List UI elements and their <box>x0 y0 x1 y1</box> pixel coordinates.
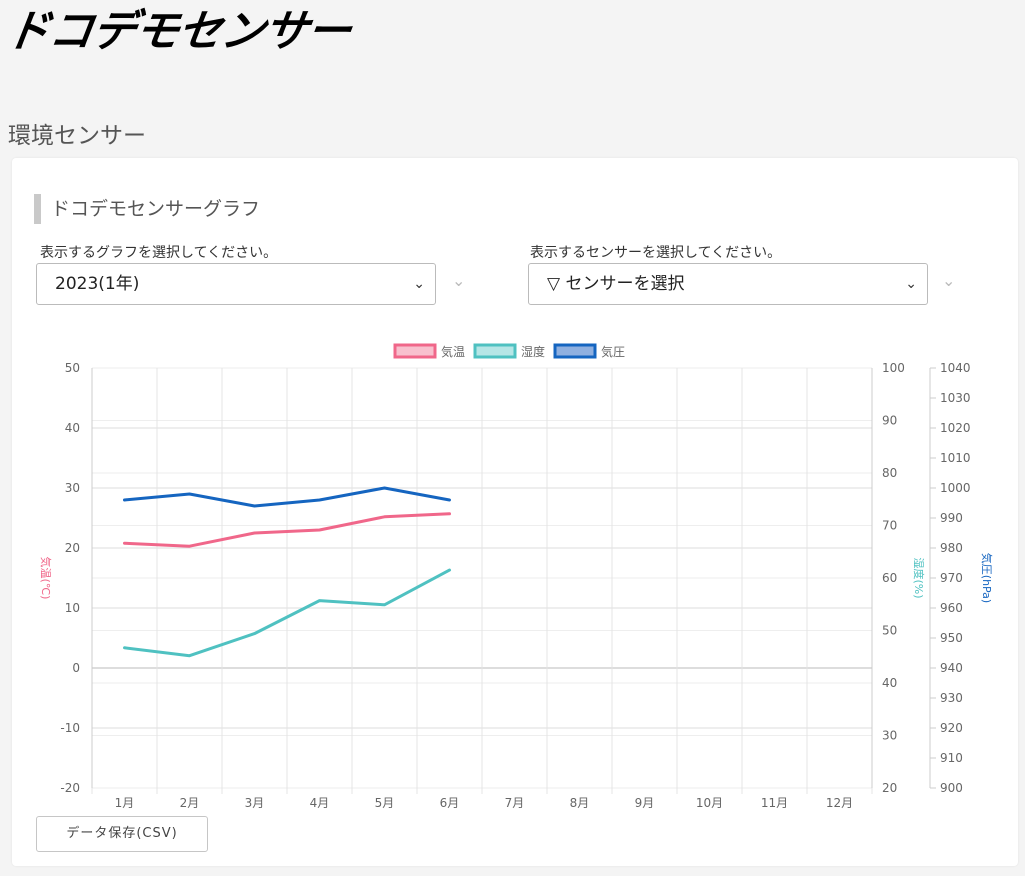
x-tick-label: 11月 <box>761 796 788 810</box>
x-tick-label: 7月 <box>505 796 525 810</box>
legend-swatch <box>553 343 597 359</box>
x-tick-label: 10月 <box>696 796 723 810</box>
y3-tick-label: 960 <box>940 601 963 615</box>
y3-tick-label: 1030 <box>940 391 971 405</box>
y1-axis-title: 気温(℃) <box>39 557 53 600</box>
y2-tick-label: 60 <box>882 571 897 585</box>
y3-tick-label: 1020 <box>940 421 971 435</box>
sensor-select-value: ▽ センサーを選択 <box>547 274 685 294</box>
x-tick-label: 8月 <box>570 796 590 810</box>
card-title: ドコデモセンサーグラフ <box>34 194 260 224</box>
legend-swatch <box>473 343 517 359</box>
y1-tick-label: 50 <box>65 361 80 375</box>
chevron-down-icon: ⌄ <box>452 271 466 290</box>
y1-tick-label: 30 <box>65 481 80 495</box>
y2-tick-label: 20 <box>882 781 897 795</box>
y2-axis-title: 湿度(%) <box>912 557 926 598</box>
y2-tick-label: 90 <box>882 414 897 428</box>
y1-tick-label: 40 <box>65 421 80 435</box>
page-title: 環境センサー <box>8 123 146 149</box>
x-tick-label: 9月 <box>635 796 655 810</box>
legend-label: 気温 <box>441 344 465 359</box>
y1-tick-label: -10 <box>60 721 80 735</box>
x-tick-label: 12月 <box>826 796 853 810</box>
y3-tick-label: 1010 <box>940 451 971 465</box>
y3-tick-label: 900 <box>940 781 963 795</box>
graph-select-value: 2023(1年) <box>55 274 140 294</box>
series-line-3 <box>123 486 451 508</box>
y3-axis-title: 気圧(hPa) <box>980 553 994 603</box>
y1-tick-label: 0 <box>72 661 80 675</box>
y3-tick-label: 930 <box>940 691 963 705</box>
y2-tick-label: 40 <box>882 676 897 690</box>
x-tick-label: 4月 <box>310 796 330 810</box>
y2-tick-label: 30 <box>882 729 897 743</box>
y2-tick-label: 100 <box>882 361 905 375</box>
y3-tick-label: 970 <box>940 571 963 585</box>
y3-tick-label: 950 <box>940 631 963 645</box>
chevron-down-icon: ⌄ <box>905 276 917 292</box>
y3-tick-label: 990 <box>940 511 963 525</box>
y1-tick-label: 20 <box>65 541 80 555</box>
x-tick-label: 6月 <box>440 796 460 810</box>
y1-tick-label: 10 <box>65 601 80 615</box>
x-tick-label: 2月 <box>180 796 200 810</box>
graph-select-label: 表示するグラフを選択してください。 <box>40 245 278 261</box>
y3-tick-label: 1000 <box>940 481 971 495</box>
x-tick-label: 1月 <box>115 796 135 810</box>
x-tick-label: 5月 <box>375 796 395 810</box>
y3-tick-label: 940 <box>940 661 963 675</box>
y3-tick-label: 920 <box>940 721 963 735</box>
y1-tick-label: -20 <box>60 781 80 795</box>
sensor-select-label: 表示するセンサーを選択してください。 <box>530 245 782 261</box>
legend-swatch <box>393 343 437 359</box>
legend-label: 湿度 <box>521 344 545 359</box>
y3-tick-label: 910 <box>940 751 963 765</box>
x-tick-label: 3月 <box>245 796 265 810</box>
graph-card: ドコデモセンサーグラフ 表示するグラフを選択してください。 2023(1年) ⌄… <box>12 158 1018 866</box>
y3-tick-label: 1040 <box>940 361 971 375</box>
legend-label: 気圧 <box>601 344 625 359</box>
chevron-down-icon: ⌄ <box>413 276 425 292</box>
csv-save-button[interactable]: データ保存(CSV) <box>36 816 208 852</box>
y2-tick-label: 70 <box>882 519 897 533</box>
chevron-down-icon: ⌄ <box>942 271 956 290</box>
sensor-select[interactable]: ▽ センサーを選択 ⌄ <box>528 263 928 305</box>
graph-select[interactable]: 2023(1年) ⌄ <box>36 263 436 305</box>
series-line-2 <box>123 568 451 658</box>
series-line-1 <box>123 512 451 548</box>
y2-tick-label: 80 <box>882 466 897 480</box>
y3-tick-label: 980 <box>940 541 963 555</box>
y2-tick-label: 50 <box>882 624 897 638</box>
